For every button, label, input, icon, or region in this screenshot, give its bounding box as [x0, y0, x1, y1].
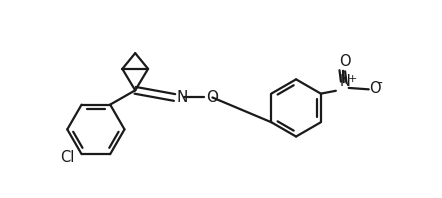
- Text: O: O: [206, 90, 218, 105]
- Text: -: -: [377, 77, 382, 91]
- Text: N: N: [177, 90, 188, 105]
- Text: O: O: [370, 81, 381, 96]
- Text: Cl: Cl: [60, 149, 74, 165]
- Text: +: +: [348, 74, 358, 84]
- Text: N: N: [339, 74, 351, 89]
- Text: O: O: [339, 54, 351, 69]
